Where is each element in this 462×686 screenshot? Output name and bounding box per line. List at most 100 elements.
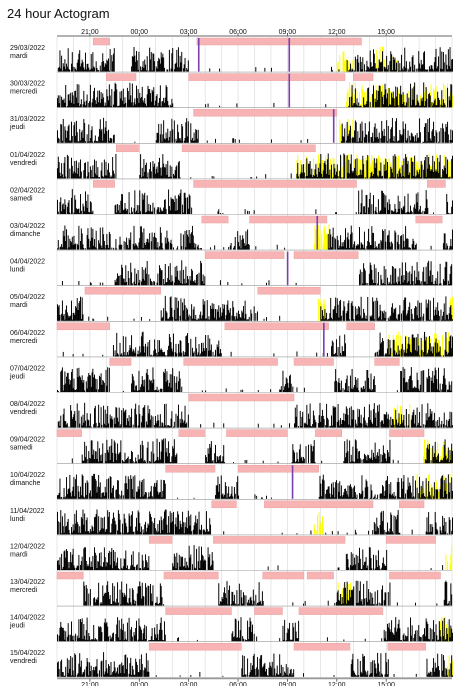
activity-bar [57,98,58,108]
activity-bar [160,175,162,179]
activity-bar [114,442,116,464]
activity-bar [156,166,158,179]
activity-bar [355,122,357,143]
activity-bar [368,68,370,72]
activity-bar [432,639,434,642]
activity-bar [102,567,104,570]
activity-bar [72,486,74,499]
activity-bar [112,135,114,143]
activity-bar [107,60,109,72]
activity-bar [104,452,106,464]
activity-bar [350,589,352,606]
activity-bar [334,602,336,606]
activity-bar [117,204,119,214]
light-bar [319,230,321,250]
activity-bar [85,426,87,428]
activity-bar [71,532,73,535]
activity-bar [333,309,335,321]
activity-bar [417,333,419,357]
light-bar [386,340,388,357]
activity-bar [375,531,377,535]
light-bar [423,335,425,357]
activity-bar [372,459,374,464]
activity-bar [135,658,137,677]
activity-bar [352,589,354,606]
activity-bar [77,167,79,179]
activity-bar [108,367,110,392]
activity-bar [437,455,439,464]
activity-bar [372,232,374,250]
activity-bar [60,124,62,143]
activity-bar [163,283,165,286]
activity-bar [428,368,430,392]
activity-bar [125,409,127,428]
activity-bar [388,354,390,357]
activity-bar [103,381,105,392]
activity-bar [61,96,63,108]
activity-bar [247,319,249,321]
light-bar [361,159,363,179]
activity-bar [450,305,452,321]
activity-bar [190,177,192,179]
activity-bar [366,60,368,72]
activity-bar [451,264,453,286]
light-bar [318,511,320,535]
activity-bar [118,453,120,464]
activity-bar [117,353,119,357]
activity-bar [368,404,370,428]
activity-bar [119,426,121,428]
activity-bar [400,640,402,642]
activity-bar [354,241,356,250]
activity-bar [154,339,156,357]
activity-bar [92,165,94,179]
activity-bar [125,638,127,642]
light-bar [359,104,361,108]
activity-bar [378,349,380,357]
activity-bar [357,176,359,179]
activity-bar [111,416,113,428]
activity-bar [294,407,296,428]
activity-bar [143,102,145,108]
activity-bar [173,426,175,428]
activity-bar [359,248,361,250]
activity-bar [450,84,452,108]
activity-bar [412,136,414,143]
activity-bar [410,273,412,286]
activity-bar [211,552,213,570]
activity-bar [158,494,160,499]
activity-bar [242,305,244,321]
activity-bar [452,336,453,357]
activity-bar [151,232,153,250]
activity-bar [168,177,170,179]
activity-bar [434,367,436,392]
activity-bar [145,560,147,570]
activity-bar [84,601,86,606]
activity-bar [430,413,432,428]
activity-bar [335,482,337,499]
activity-bar [414,630,416,642]
activity-bar [403,633,405,642]
activity-bar [432,445,434,464]
activity-bar [231,591,233,606]
activity-bar [328,248,330,250]
activity-bar [383,266,385,286]
activity-bar [396,212,398,214]
activity-bar [145,531,147,535]
activity-bar [245,640,247,642]
light-bar [354,94,356,108]
activity-bar [161,141,163,143]
activity-bar [70,241,72,250]
activity-bar [405,61,407,72]
activity-bar [173,553,175,570]
activity-bar [84,390,86,392]
activity-bar [422,271,424,286]
light-bar [368,95,370,108]
activity-bar [444,640,446,642]
activity-bar [144,494,146,499]
activity-bar [444,490,446,499]
activity-bar [355,423,357,428]
activity-bar [106,175,108,179]
activity-bar [357,458,359,464]
activity-bar [196,354,198,357]
